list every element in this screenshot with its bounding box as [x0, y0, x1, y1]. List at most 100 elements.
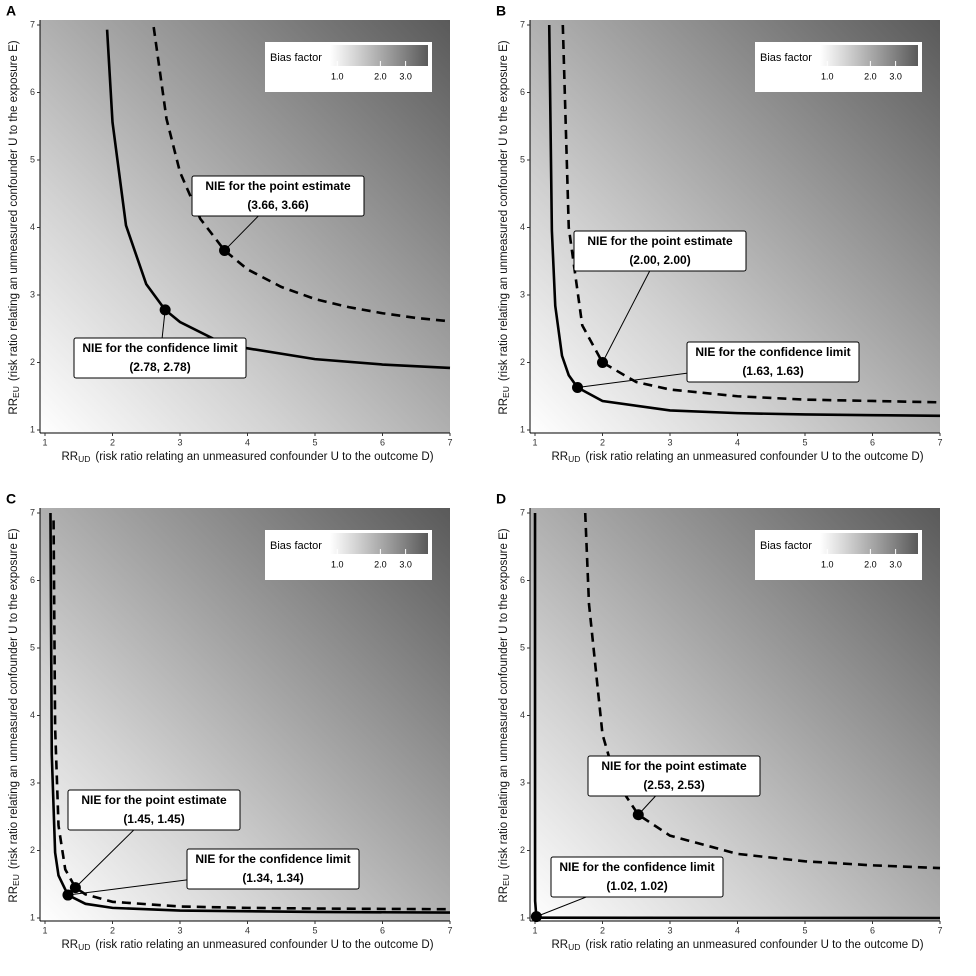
dashed-curve — [561, 24, 941, 404]
y-tick-label: 3 — [30, 289, 35, 299]
y-tick-label: 3 — [30, 777, 35, 787]
legend-tick-label: 1.0 — [821, 71, 834, 81]
y-axis-label-sub: EU — [501, 874, 511, 886]
y-axis-label: RREU (risk ratio relating an unmeasured c… — [498, 528, 511, 902]
legend-colorbar — [820, 45, 918, 66]
y-axis-label: RREU (risk ratio relating an unmeasured c… — [498, 40, 511, 414]
panel-label: B — [496, 3, 506, 19]
y-tick-label: 4 — [520, 222, 525, 232]
legend-title: Bias factor — [760, 540, 812, 552]
x-tick-label: 1 — [42, 925, 47, 935]
y-axis-label-text: (risk ratio relating an unmeasured confo… — [498, 40, 510, 381]
legend-tick-label: 3.0 — [399, 559, 412, 569]
y-tick-label: 3 — [520, 777, 525, 787]
annotation-label: NIE for the confidence limit — [559, 860, 714, 874]
legend-tick-label: 1.0 — [331, 71, 344, 81]
x-tick-label: 3 — [177, 437, 182, 447]
annotation-box — [67, 789, 241, 831]
y-tick-label: 7 — [520, 507, 525, 517]
legend-tick-label: 2.0 — [374, 559, 387, 569]
legend-tick-label: 3.0 — [889, 71, 902, 81]
y-tick-label: 5 — [520, 154, 525, 164]
x-tick-label: 5 — [312, 437, 317, 447]
x-axis-label-main: RR — [61, 939, 78, 951]
annotation-value: (1.34, 1.34) — [242, 871, 303, 885]
legend-colorbar — [330, 45, 428, 66]
annotation-label: NIE for the point estimate — [601, 759, 747, 773]
y-tick-label: 2 — [520, 357, 525, 367]
annotation-value: (3.66, 3.66) — [247, 198, 308, 212]
annotation-box — [686, 341, 860, 383]
legend-colorbar — [820, 533, 918, 554]
nie-point — [632, 809, 644, 821]
y-tick-label: 4 — [30, 222, 35, 232]
solid-curve — [533, 513, 941, 920]
x-axis-label-sub: UD — [568, 454, 580, 464]
y-tick-label: 1 — [30, 912, 35, 922]
x-tick-label: 3 — [177, 925, 182, 935]
y-tick-label: 6 — [30, 575, 35, 585]
y-tick-label: 6 — [520, 87, 525, 97]
x-axis-label-text: (risk ratio relating an unmeasured confo… — [95, 939, 433, 951]
annotation-label: NIE for the point estimate — [205, 179, 351, 193]
y-tick-label: 7 — [520, 19, 525, 29]
annotation-value: (2.78, 2.78) — [129, 360, 190, 374]
x-axis-label-sub: UD — [568, 942, 580, 952]
annotation-box — [550, 856, 724, 898]
x-tick-label: 7 — [447, 437, 452, 447]
annotation-label: NIE for the confidence limit — [195, 852, 350, 866]
y-axis-label: RREU (risk ratio relating an unmeasured c… — [8, 528, 21, 902]
nie-point — [597, 357, 608, 368]
solid-curve — [49, 512, 451, 914]
annotation-label: NIE for the confidence limit — [82, 341, 237, 355]
legend-tick-label: 3.0 — [399, 71, 412, 81]
solid-curve — [105, 29, 451, 370]
x-tick-label: 4 — [245, 437, 250, 447]
legend-tick-label: 2.0 — [864, 559, 877, 569]
x-tick-label: 2 — [600, 437, 605, 447]
x-axis-label-sub: UD — [78, 942, 90, 952]
x-tick-label: 4 — [735, 437, 740, 447]
legend-tick-label: 2.0 — [374, 71, 387, 81]
nie-point — [69, 882, 81, 894]
x-tick-label: 5 — [312, 925, 317, 935]
x-tick-label: 2 — [110, 437, 115, 447]
annotation-box — [191, 175, 365, 217]
legend-tick-label: 1.0 — [821, 559, 834, 569]
x-tick-label: 5 — [802, 925, 807, 935]
annotation-value: (1.02, 1.02) — [606, 879, 667, 893]
x-tick-label: 5 — [802, 437, 807, 447]
x-axis-label-main: RR — [551, 939, 568, 951]
nie-point — [530, 911, 542, 923]
y-tick-label: 4 — [520, 710, 525, 720]
annotation-value: (2.53, 2.53) — [643, 778, 704, 792]
y-tick-label: 3 — [520, 289, 525, 299]
y-axis-label-main: RR — [498, 398, 510, 415]
x-axis-label: RRUD (risk ratio relating an unmeasured c… — [551, 939, 923, 952]
annotation-value: (2.00, 2.00) — [629, 253, 690, 267]
annotation-box — [186, 848, 360, 890]
y-tick-label: 7 — [30, 507, 35, 517]
x-tick-label: 7 — [937, 925, 942, 935]
legend-colorbar — [330, 533, 428, 554]
y-tick-label: 5 — [30, 154, 35, 164]
x-tick-label: 3 — [667, 437, 672, 447]
y-axis-label-text: (risk ratio relating an unmeasured confo… — [498, 528, 510, 869]
y-axis-label-sub: EU — [11, 874, 21, 886]
y-tick-label: 2 — [30, 357, 35, 367]
y-axis-label-main: RR — [498, 886, 510, 903]
y-axis-label-text: (risk ratio relating an unmeasured confo… — [8, 528, 20, 869]
x-axis-label-sub: UD — [78, 454, 90, 464]
annotation-value: (1.45, 1.45) — [123, 812, 184, 826]
x-axis-label: RRUD (risk ratio relating an unmeasured c… — [551, 451, 923, 464]
legend-title: Bias factor — [760, 52, 812, 64]
x-tick-label: 4 — [245, 925, 250, 935]
y-tick-label: 1 — [520, 912, 525, 922]
y-tick-label: 1 — [520, 424, 525, 434]
x-tick-label: 2 — [110, 925, 115, 935]
annotation-label: NIE for the confidence limit — [695, 345, 850, 359]
x-tick-label: 1 — [532, 925, 537, 935]
